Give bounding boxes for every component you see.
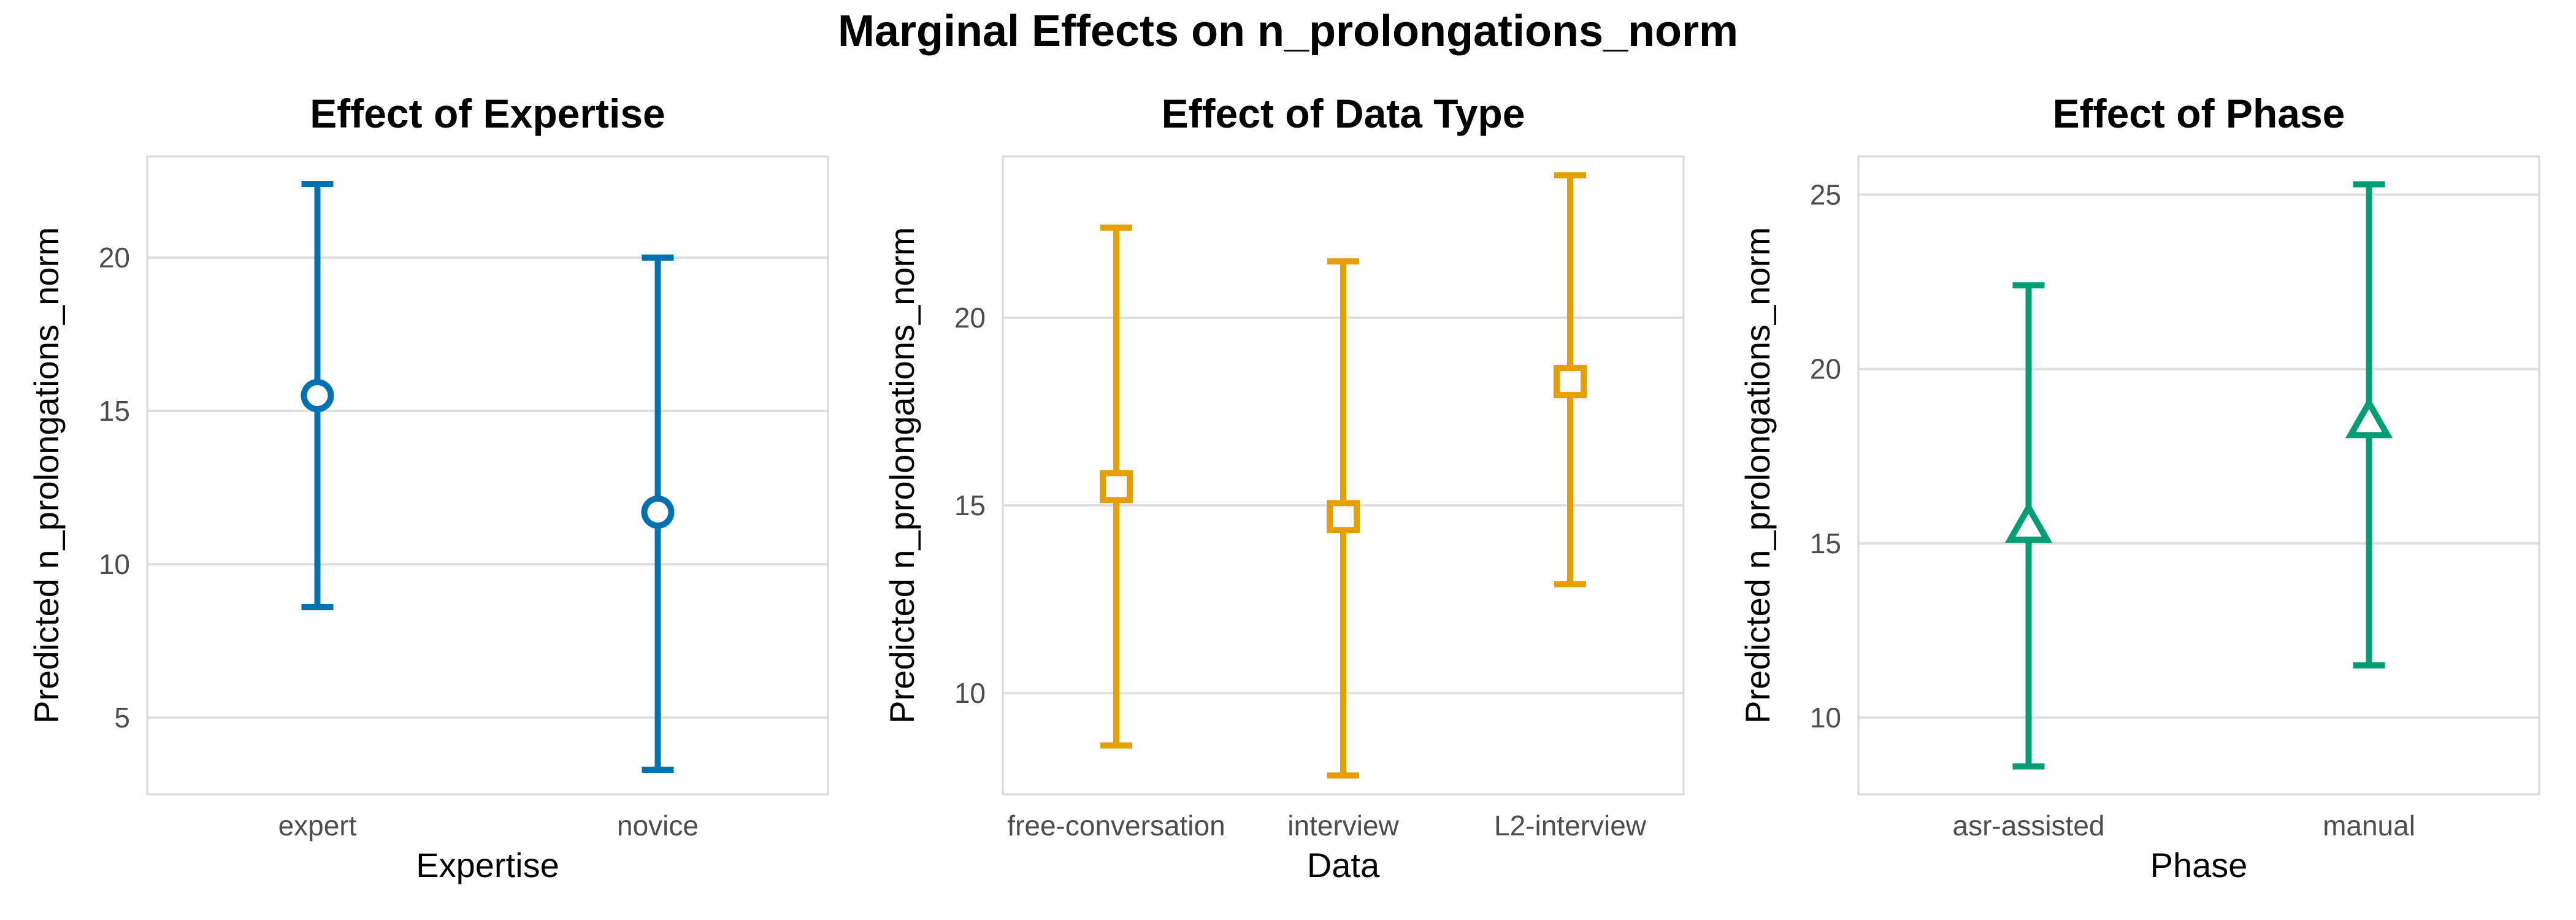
panel-3-title: Effect of Phase xyxy=(2053,91,2345,136)
panel-2-point-L2-interview xyxy=(1554,365,1587,399)
panel-2-point-interview xyxy=(1327,500,1360,534)
panel-2-xtick-label: L2-interview xyxy=(1494,810,1647,841)
panel-2-xtick-label: interview xyxy=(1287,810,1399,841)
panel-2-ytick-label: 20 xyxy=(954,302,986,334)
panel-2-border xyxy=(1002,155,1685,795)
panel-2-title: Effect of Data Type xyxy=(1162,91,1525,136)
panel-1-xtick-label: novice xyxy=(617,810,699,841)
panel-2-ytick-label: 10 xyxy=(954,677,986,709)
chart-main-title: Marginal Effects on n_prolongations_norm xyxy=(837,7,1739,56)
panel-1-ylabel: Predicted n_prolongations_norm xyxy=(27,227,66,723)
panel-2-point-free-conversation xyxy=(1100,470,1133,504)
panel-3-ytick-label: 25 xyxy=(1810,179,1841,211)
panel-3-ytick-label: 20 xyxy=(1810,353,1841,385)
panel-3-xtick-label: asr-assisted xyxy=(1953,810,2105,841)
panel-2-ylabel: Predicted n_prolongations_norm xyxy=(883,227,921,723)
panel-1-title: Effect of Expertise xyxy=(310,91,665,136)
panel-1-xlabel: Expertise xyxy=(416,846,559,884)
panel-1-ytick-label: 20 xyxy=(99,242,130,274)
panel-1-ytick-label: 15 xyxy=(99,395,130,427)
panel-2-xlabel: Data xyxy=(1307,846,1380,884)
panel-3-xtick-label: manual xyxy=(2323,810,2415,841)
panel-3-point-manual xyxy=(2345,396,2393,439)
panel-1-ytick-label: 5 xyxy=(114,702,130,734)
panel-2-xtick-label: free-conversation xyxy=(1007,810,1225,841)
panel-2-ytick-label: 15 xyxy=(954,489,986,521)
panel-1-border xyxy=(146,155,829,795)
panel-3-point-asr-assisted xyxy=(2004,501,2053,543)
panel-3-ytick-label: 15 xyxy=(1810,527,1841,559)
panel-3-ytick-label: 10 xyxy=(1810,702,1841,734)
panel-3-border xyxy=(1857,155,2540,795)
panel-3-ylabel: Predicted n_prolongations_norm xyxy=(1738,227,1777,723)
panel-1-ytick-label: 10 xyxy=(99,548,130,580)
panel-1-point-expert xyxy=(301,379,334,412)
panel-3-xlabel: Phase xyxy=(2150,846,2248,884)
panel-1-xtick-label: expert xyxy=(278,810,357,841)
panel-1-point-novice xyxy=(641,496,675,529)
